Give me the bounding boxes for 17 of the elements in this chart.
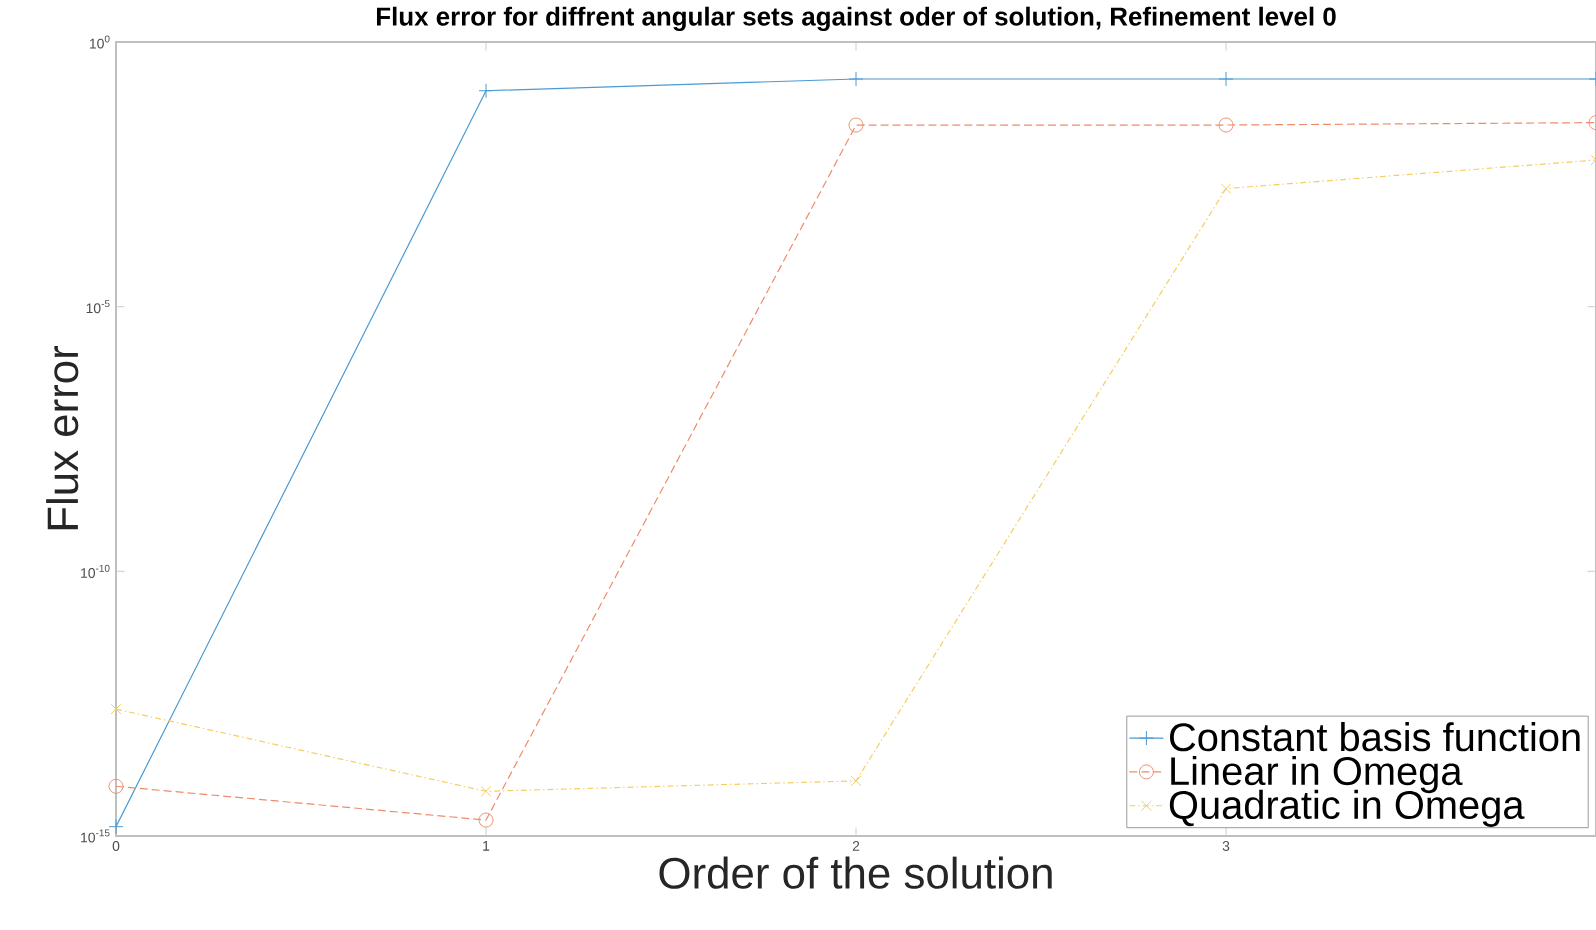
point [1220,183,1232,195]
chart-title: Flux error for diffrent angular sets against oder of solution, Refinement level 0 [376,6,1336,31]
x-axis-title: Order of the solution [659,856,1052,889]
point [478,83,494,99]
point [850,775,862,787]
point [1218,117,1234,133]
point [480,785,492,797]
point [1218,71,1234,87]
y-axis-title: Flux error [46,346,79,530]
point [108,819,124,835]
point [478,812,494,828]
point [110,703,122,715]
point [848,71,864,87]
legend-label: Constant basis function [1170,722,1580,752]
point [108,778,124,794]
point [848,117,864,133]
legend-label: Quadratic in Omega [1169,789,1525,827]
